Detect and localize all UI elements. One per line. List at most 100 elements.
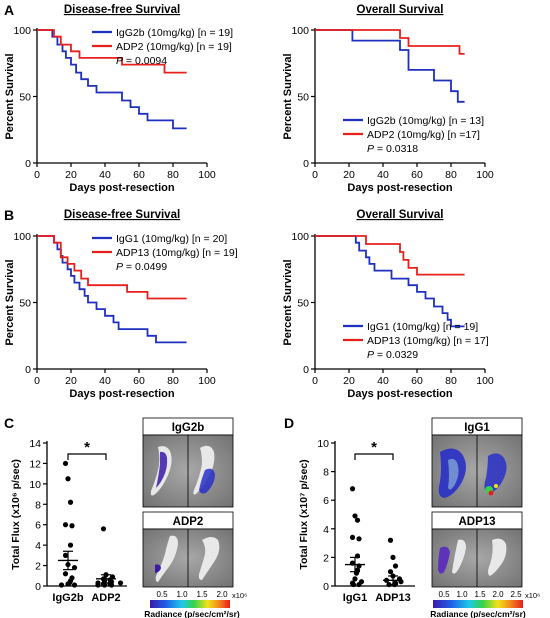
category-label: IgG1 — [343, 592, 367, 604]
image-label-igg2b: IgG2b — [172, 422, 205, 434]
data-point — [356, 581, 362, 588]
image-label-igg1: IgG1 — [464, 422, 490, 434]
category-label: ADP2 — [91, 592, 120, 604]
data-point — [387, 569, 394, 575]
colorbar-tick-label: 2.5 — [510, 590, 522, 599]
x-tick-label: 60 — [411, 169, 423, 181]
data-point — [95, 582, 101, 588]
y-tick-label: 0 — [35, 581, 41, 593]
signal-blob — [199, 468, 215, 494]
x-tick-label: 60 — [133, 375, 145, 387]
y-tick-label: 50 — [297, 92, 309, 104]
colorbar-tick-label: 1.5 — [474, 590, 486, 599]
legend-label: ADP13 (10mg/kg) [n = 17] — [367, 335, 489, 347]
data-point — [354, 517, 361, 523]
x-tick-label: 20 — [343, 169, 355, 181]
x-tick-label: 100 — [198, 375, 216, 387]
colorbar-tick-label: 1.0 — [456, 590, 468, 599]
data-point — [67, 499, 74, 505]
y-tick-label: 2 — [323, 552, 329, 564]
y-axis-label: Percent Survival — [4, 259, 16, 345]
tissue-shape — [193, 445, 215, 495]
y-axis-label: Total Flux (x10⁷ p/sec) — [298, 459, 310, 569]
data-point — [101, 582, 108, 588]
colorbar-tick-label: 1.0 — [176, 590, 188, 599]
significance-star: * — [371, 439, 377, 456]
dot-plot-D-scatter: 0 2 4 6 8 10 Total Flux (x10⁷ p/sec) IgG1 ADP13 * — [298, 438, 415, 604]
category-label: ADP13 — [375, 592, 410, 604]
image-label-adp13: ADP13 — [458, 516, 495, 528]
x-tick-label: 20 — [343, 375, 355, 387]
panel-label-d: D — [284, 415, 294, 431]
y-tick-label: 10 — [29, 479, 41, 491]
series-line-2 — [37, 29, 187, 74]
y-tick-label: 100 — [13, 231, 31, 243]
chart-title: Disease-free Survival — [64, 4, 180, 16]
data-point — [349, 486, 356, 492]
p-value: P = 0.0094 — [116, 55, 167, 67]
tissue-shape — [198, 537, 220, 580]
significance-star: * — [84, 439, 90, 456]
tissue-shape — [448, 458, 459, 490]
colorbar-tick-label: 2.0 — [216, 590, 228, 599]
x-tick-label: 40 — [377, 169, 389, 181]
x-axis-label: Days post-resection — [347, 182, 452, 194]
data-point — [108, 582, 115, 588]
colorbar-ticks-c: 0.5 1.0 1.5 2.0 — [156, 590, 228, 599]
x-tick-label: 100 — [476, 375, 494, 387]
data-point — [69, 523, 75, 529]
colorbar-tick-label: 0.5 — [438, 590, 450, 599]
signal-blob — [155, 564, 161, 573]
legend-label: IgG1 (10mg/kg) [n = 19] — [367, 321, 478, 333]
data-point — [392, 563, 399, 569]
signal-blob — [484, 453, 507, 494]
p-value: P = 0.0318 — [367, 143, 418, 155]
x-tick-label: 20 — [65, 375, 77, 387]
significance-bracket — [354, 453, 394, 460]
data-point — [62, 552, 69, 558]
colorbar-tick-label: 1.5 — [196, 590, 208, 599]
colorbar-exponent-c: x10⁶ — [232, 591, 247, 600]
y-tick-label: 100 — [13, 25, 31, 37]
data-point — [387, 537, 394, 543]
y-tick-label: 0 — [25, 364, 31, 376]
y-tick-label: 0 — [323, 581, 329, 593]
y-tick-label: 0 — [303, 158, 309, 170]
survival-chart-B-os: Overall Survival 0 20 40 60 80 100 0 50 100 Days p… — [282, 209, 494, 400]
significance-bracket — [67, 453, 107, 460]
legend-label: IgG1 (10mg/kg) [n = 20] — [116, 233, 227, 245]
series-line-2 — [37, 235, 187, 300]
y-tick-label: 50 — [19, 298, 31, 310]
y-axis-label: Percent Survival — [4, 53, 16, 139]
data-point — [71, 582, 78, 588]
colorbar-ticks-d: 0.5 1.0 1.5 2.0 2.5 — [438, 590, 522, 599]
x-tick-label: 80 — [167, 375, 179, 387]
data-point — [352, 576, 358, 582]
legend-label: IgG2b (10mg/kg) [n = 13] — [367, 115, 484, 127]
data-point — [67, 542, 74, 548]
x-tick-label: 100 — [476, 169, 494, 181]
chart-title: Disease-free Survival — [64, 209, 180, 221]
colorbar-tick-label: 2.0 — [492, 590, 504, 599]
signal-blob — [156, 451, 168, 488]
imaging-panel-d: IgG1 ADP13 0.5 1.0 1.5 2.0 2.5 x10⁶ Radiance… — [430, 417, 540, 618]
y-tick-label: 14 — [29, 438, 41, 450]
colorbar-label-d: Radiance (p/sec/cm²/sr) — [430, 609, 526, 618]
colorbar-exponent-d: x10⁶ — [525, 591, 540, 600]
y-tick-label: 100 — [291, 231, 309, 243]
y-tick-label: 6 — [35, 520, 41, 532]
x-tick-label: 40 — [99, 375, 111, 387]
x-axis-label: Days post-resection — [347, 388, 452, 400]
y-tick-label: 0 — [25, 158, 31, 170]
data-point — [356, 536, 362, 542]
series-line-1 — [315, 29, 465, 103]
x-tick-label: 0 — [34, 375, 40, 387]
category-label: IgG2b — [52, 592, 83, 604]
x-tick-label: 20 — [65, 169, 77, 181]
p-value: P = 0.0329 — [367, 349, 418, 361]
y-tick-label: 6 — [323, 495, 329, 507]
x-tick-label: 100 — [198, 169, 216, 181]
y-tick-label: 8 — [323, 467, 329, 479]
data-point — [350, 581, 357, 588]
